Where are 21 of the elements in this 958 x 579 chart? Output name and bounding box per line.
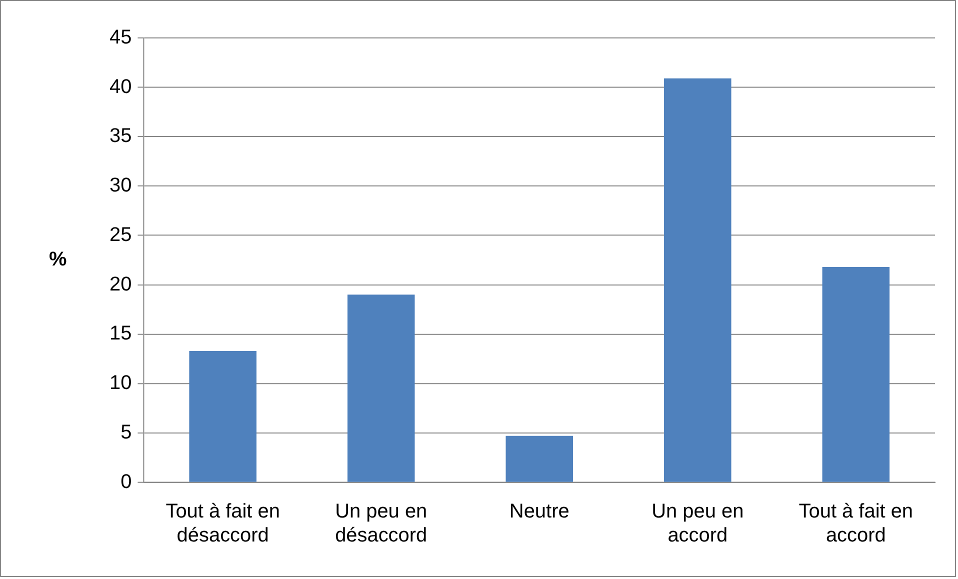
- bar: [347, 294, 415, 482]
- y-tick-label: 20: [110, 273, 132, 296]
- bar: [506, 436, 574, 482]
- y-tick-label: 0: [120, 470, 132, 493]
- x-tick-label: Tout à fait en accord: [798, 500, 914, 547]
- x-tick-label: Un peu en accord: [652, 500, 744, 547]
- x-tick-label: Neutre: [509, 500, 570, 523]
- y-axis-title: %: [49, 248, 68, 271]
- y-tick-label: 10: [110, 372, 132, 394]
- bar: [664, 78, 732, 482]
- y-tick-label: 15: [110, 322, 132, 345]
- y-tick-label: 40: [110, 76, 132, 98]
- bar: [822, 267, 890, 482]
- x-tick-label: Tout à fait en désaccord: [166, 500, 280, 547]
- x-tick-label: Un peu en désaccord: [335, 500, 428, 547]
- y-tick-label: 35: [110, 125, 132, 148]
- y-tick-label: 25: [110, 224, 132, 246]
- bar: [189, 350, 256, 482]
- y-tick-label: 30: [110, 174, 132, 197]
- y-tick-label: 5: [120, 421, 132, 444]
- y-tick-label: 45: [110, 26, 132, 48]
